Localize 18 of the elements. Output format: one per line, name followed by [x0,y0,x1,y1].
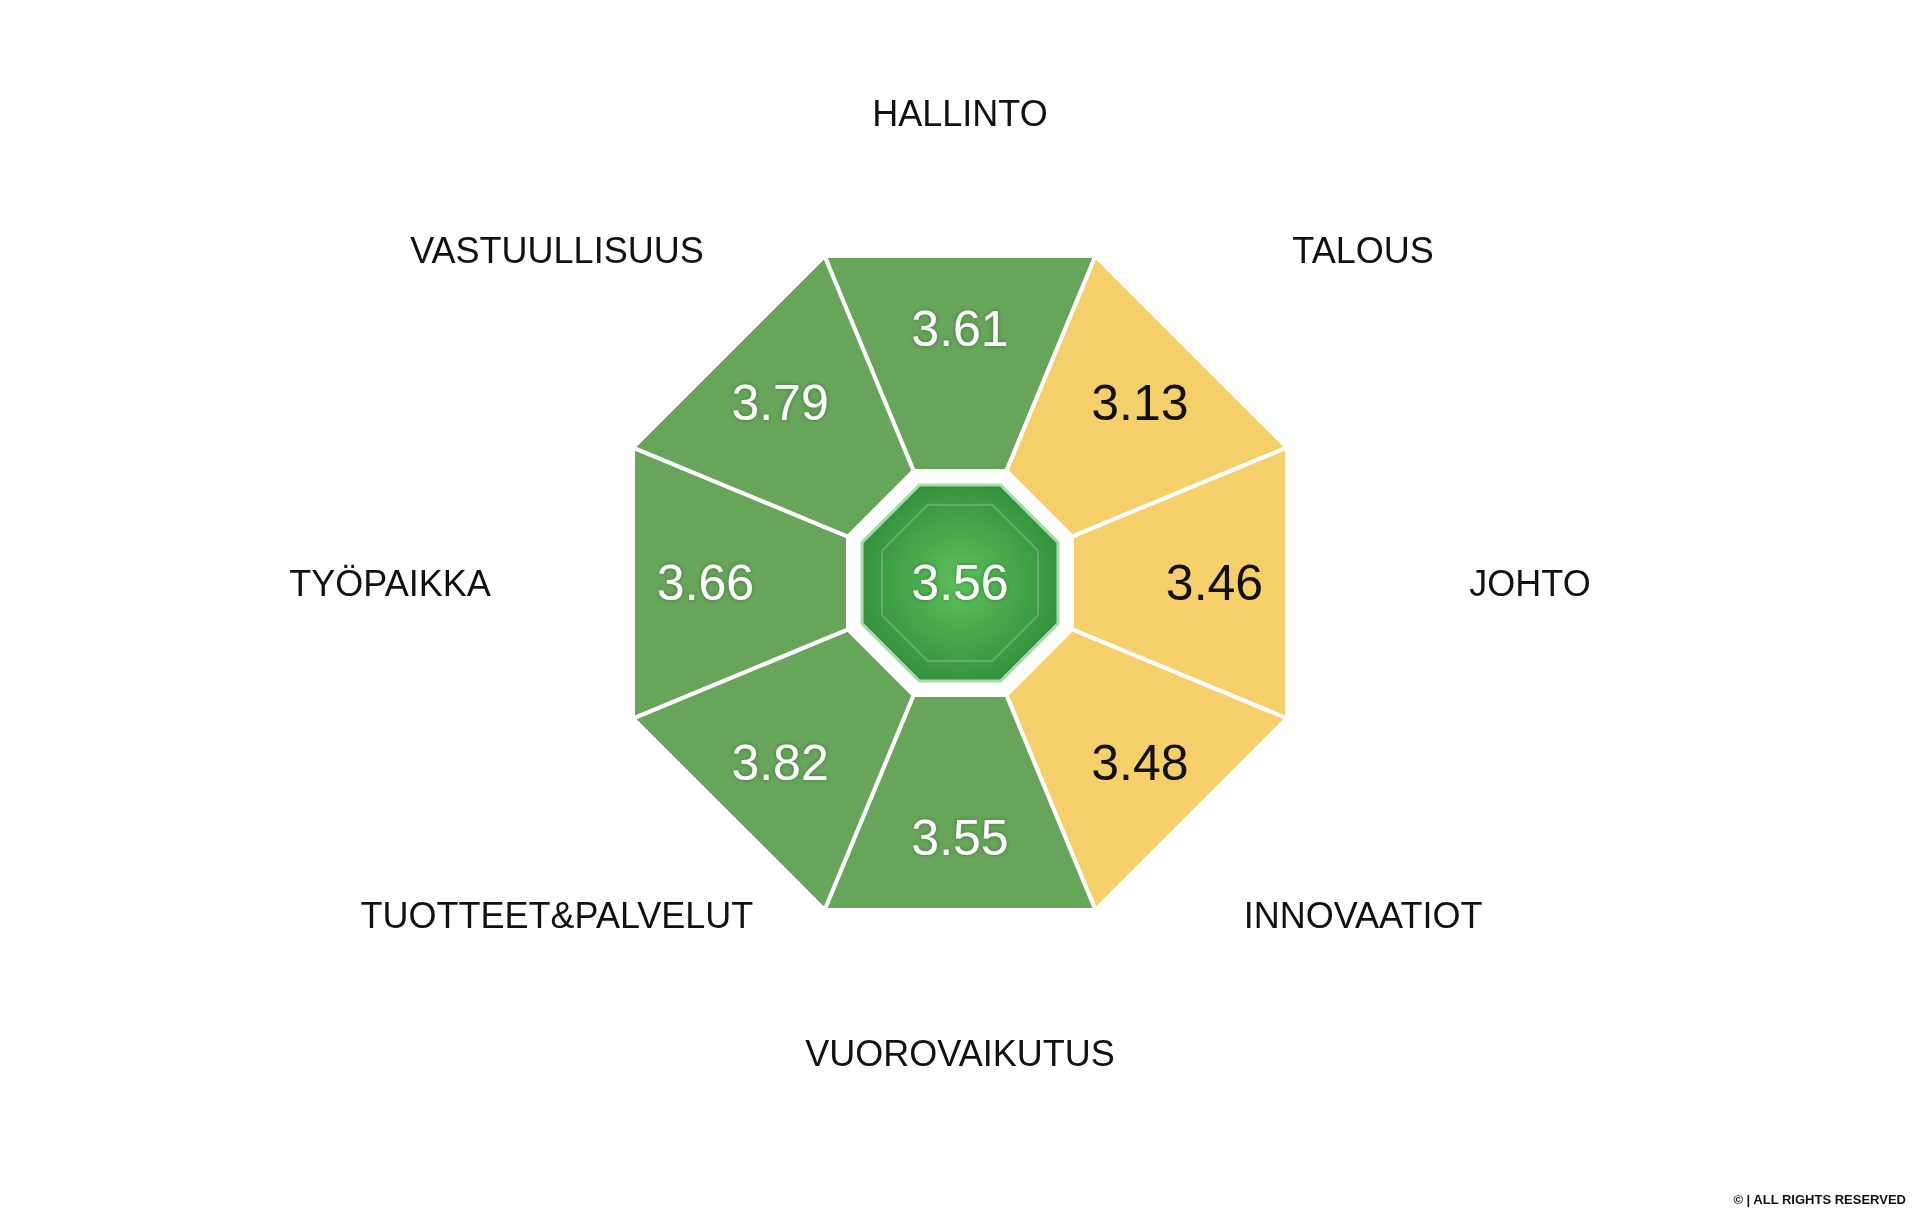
category-label: JOHTO [1469,562,1591,604]
data-label: 3.55 [911,809,1009,866]
category-label: VASTUULLISUUS [410,230,704,272]
category-label: VUOROVAIKUTUS [805,1032,1115,1074]
category-label: TUOTTEET&PALVELUT [360,894,754,936]
data-label: 3.46 [1165,555,1264,611]
data-label: 3.48 [1091,734,1189,791]
text: 3.56 [911,555,1009,611]
category-label: INNOVAATIOT [1243,894,1483,936]
text: © | ALL RIGHTS RESERVED [1733,1192,1906,1207]
data-label: 3.13 [1091,375,1189,432]
category-label: HALLINTO [872,92,1048,134]
category-label: TYÖPAIKKA [289,562,491,604]
data-label: 3.79 [731,375,829,432]
data-label: 3.66 [656,555,755,611]
category-label: TALOUS [1292,230,1434,272]
data-label: 3.61 [911,300,1009,357]
data-label: 3.82 [731,734,829,791]
